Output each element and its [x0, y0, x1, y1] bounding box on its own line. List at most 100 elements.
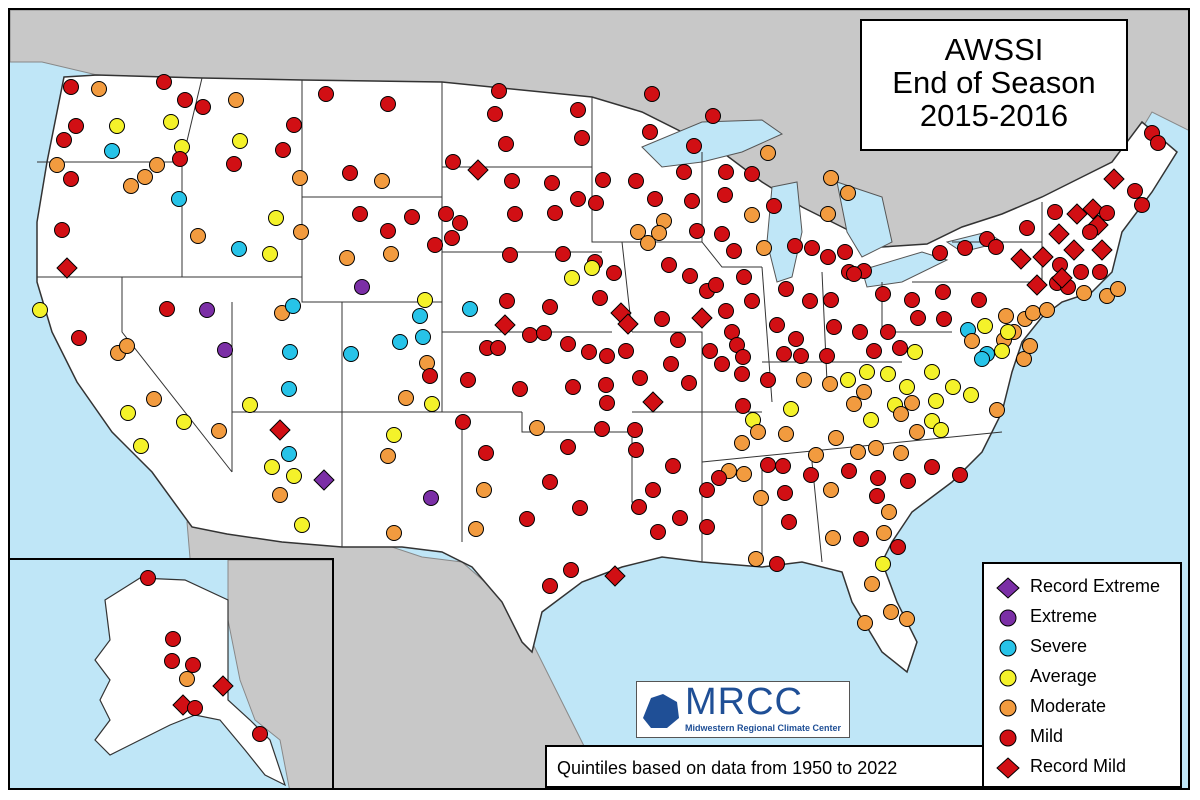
diamond-icon	[996, 577, 1020, 599]
station-marker	[994, 343, 1010, 359]
station-marker	[519, 511, 535, 527]
station-marker	[769, 556, 785, 572]
legend-item-extreme: Extreme	[984, 604, 1180, 630]
station-marker	[627, 422, 643, 438]
station-marker	[783, 401, 799, 417]
station-marker	[964, 333, 980, 349]
station-marker	[686, 138, 702, 154]
station-marker	[681, 375, 697, 391]
station-marker	[285, 298, 301, 314]
station-marker	[1022, 338, 1038, 354]
station-marker	[1025, 305, 1041, 321]
station-marker	[445, 154, 461, 170]
station-marker	[529, 420, 545, 436]
station-marker	[714, 356, 730, 372]
station-marker	[262, 246, 278, 262]
record-mild-marker	[1063, 239, 1085, 261]
station-marker	[781, 514, 797, 530]
station-marker	[823, 482, 839, 498]
record-mild-marker	[1026, 274, 1048, 296]
station-marker	[753, 490, 769, 506]
legend-label: Extreme	[1030, 606, 1098, 626]
station-marker	[570, 102, 586, 118]
station-marker	[71, 330, 87, 346]
station-marker	[628, 173, 644, 189]
station-marker	[412, 308, 428, 324]
station-marker	[760, 372, 776, 388]
station-marker	[1016, 351, 1032, 367]
record-mild-marker	[1091, 239, 1113, 261]
station-marker	[863, 412, 879, 428]
record-extreme-marker	[313, 469, 335, 491]
station-marker	[318, 86, 334, 102]
circle-icon	[999, 639, 1017, 657]
station-marker	[232, 133, 248, 149]
station-marker	[499, 293, 515, 309]
station-marker	[555, 246, 571, 262]
station-marker	[1110, 281, 1126, 297]
station-marker	[560, 336, 576, 352]
station-marker	[32, 302, 48, 318]
station-marker	[711, 470, 727, 486]
record-mild-marker	[212, 675, 234, 697]
station-marker	[163, 114, 179, 130]
station-marker	[735, 398, 751, 414]
station-marker	[286, 468, 302, 484]
station-marker	[91, 81, 107, 97]
station-marker	[588, 195, 604, 211]
station-marker	[563, 562, 579, 578]
station-marker	[171, 191, 187, 207]
station-marker	[542, 578, 558, 594]
station-marker	[228, 92, 244, 108]
station-marker	[875, 286, 891, 302]
station-marker	[853, 531, 869, 547]
station-marker	[957, 240, 973, 256]
station-marker	[618, 343, 634, 359]
station-marker	[935, 284, 951, 300]
station-marker	[292, 170, 308, 186]
station-marker	[881, 504, 897, 520]
station-marker	[904, 395, 920, 411]
station-marker	[988, 239, 1004, 255]
station-marker	[744, 207, 760, 223]
station-marker	[542, 474, 558, 490]
record-mild-marker	[604, 565, 626, 587]
station-marker	[735, 349, 751, 365]
station-marker	[120, 405, 136, 421]
station-marker	[137, 169, 153, 185]
station-marker	[900, 473, 916, 489]
station-marker	[846, 396, 862, 412]
station-marker	[383, 246, 399, 262]
station-marker	[1099, 205, 1115, 221]
station-marker	[374, 173, 390, 189]
station-marker	[165, 631, 181, 647]
station-marker	[565, 379, 581, 395]
station-marker	[1019, 220, 1035, 236]
station-marker	[1047, 204, 1063, 220]
circle-icon	[999, 699, 1017, 717]
station-marker	[560, 439, 576, 455]
station-marker	[846, 266, 862, 282]
station-marker	[380, 96, 396, 112]
station-marker	[717, 187, 733, 203]
station-marker	[386, 427, 402, 443]
station-marker	[672, 510, 688, 526]
station-marker	[857, 615, 873, 631]
station-marker	[599, 395, 615, 411]
station-marker	[932, 245, 948, 261]
record-mild-marker	[617, 313, 639, 335]
station-marker	[542, 299, 558, 315]
station-marker	[49, 157, 65, 173]
station-marker	[726, 243, 742, 259]
station-marker	[828, 430, 844, 446]
station-marker	[989, 402, 1005, 418]
station-marker	[760, 457, 776, 473]
station-marker	[945, 379, 961, 395]
station-marker	[977, 318, 993, 334]
station-marker	[642, 124, 658, 140]
station-marker	[504, 173, 520, 189]
station-marker	[195, 99, 211, 115]
record-mild-marker	[269, 419, 291, 441]
station-marker	[581, 344, 597, 360]
station-marker	[242, 397, 258, 413]
